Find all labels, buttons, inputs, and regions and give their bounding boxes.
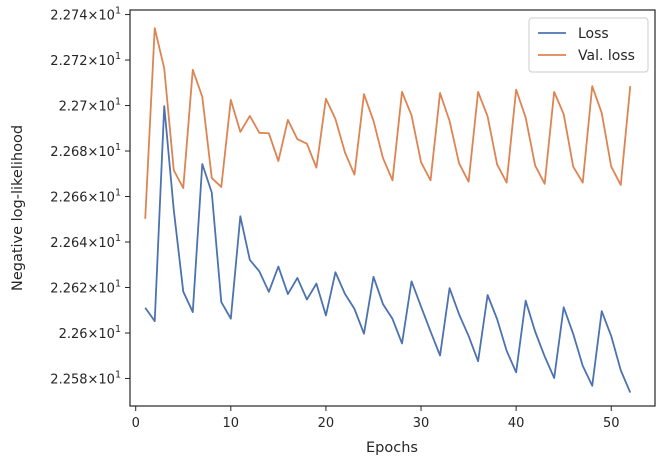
- x-tick-label: 0: [132, 416, 140, 431]
- x-tick-label: 30: [413, 416, 430, 431]
- x-tick-label: 40: [508, 416, 525, 431]
- x-axis: 0 10 20 30 40 50: [132, 406, 620, 431]
- legend-box: [528, 17, 649, 73]
- y-tick-label: 2.27×101: [59, 97, 121, 115]
- y-tick-label: 2.272×101: [50, 51, 121, 69]
- legend: Loss Val. loss: [528, 17, 649, 73]
- x-axis-label: Epochs: [366, 440, 418, 456]
- y-tick-label: 2.264×101: [50, 233, 121, 251]
- x-tick-label: 20: [318, 416, 335, 431]
- axes-frame: [129, 9, 656, 407]
- y-axis-label: Negative log-likelihood: [10, 125, 26, 291]
- y-tick-label: 2.274×101: [50, 6, 121, 24]
- y-axis: 2.258×101 2.26×101 2.262×101 2.264×101 2.266…: [50, 6, 130, 387]
- y-tick-label: 2.26×101: [59, 324, 121, 342]
- legend-label: Loss: [578, 26, 609, 42]
- x-tick-label: 50: [603, 416, 620, 431]
- y-tick-label: 2.268×101: [50, 142, 121, 160]
- y-tick-label: 2.262×101: [50, 278, 121, 296]
- x-tick-label: 10: [223, 416, 240, 431]
- series-line-0: [144, 105, 632, 393]
- plot-area: [144, 27, 632, 393]
- y-tick-label: 2.266×101: [50, 188, 121, 206]
- legend-label: Val. loss: [578, 48, 635, 64]
- y-tick-label: 2.258×101: [50, 369, 121, 387]
- series-line-1: [144, 27, 632, 219]
